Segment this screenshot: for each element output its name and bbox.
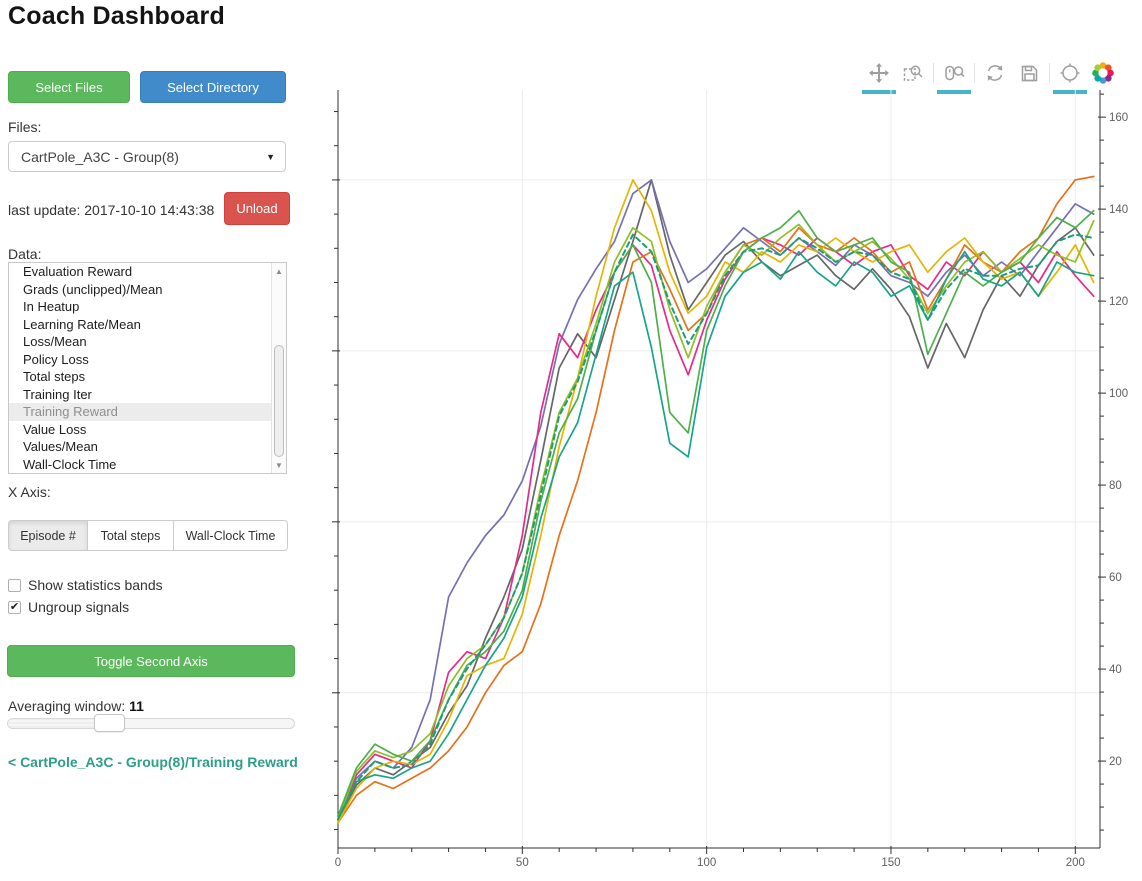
x-axis-label: X Axis: <box>8 484 51 500</box>
select-directory-button[interactable]: Select Directory <box>140 71 286 103</box>
listbox-scrollbar[interactable]: ▲ ▼ <box>271 263 286 473</box>
files-label: Files: <box>8 119 42 135</box>
scrollbar-thumb[interactable] <box>274 345 284 457</box>
training-reward-chart[interactable]: 0501001502005010015020020406080100120140… <box>330 88 1142 881</box>
series-line-worker-magenta <box>337 237 1095 821</box>
averaging-window-label: Averaging window: 11 <box>8 698 144 714</box>
scroll-down-icon[interactable]: ▼ <box>275 460 283 470</box>
files-dropdown[interactable]: CartPole_A3C - Group(8) ▼ <box>8 141 286 172</box>
save-icon[interactable] <box>1016 60 1042 86</box>
x-tick-label: 0 <box>335 857 341 869</box>
data-option[interactable]: Total steps <box>23 369 86 384</box>
unload-button[interactable]: Unload <box>224 192 290 225</box>
pan-icon[interactable] <box>862 60 896 94</box>
page-title: Coach Dashboard <box>8 2 225 30</box>
show-statistics-bands-checkbox-row[interactable]: Show statistics bands <box>8 577 163 593</box>
box-zoom-icon[interactable] <box>900 60 926 86</box>
y-right-tick-label: 40 <box>1109 664 1122 676</box>
y-right-tick-label: 120 <box>1109 296 1128 308</box>
data-option[interactable]: Wall-Clock Time <box>23 456 117 472</box>
wheel-zoom-icon[interactable] <box>937 60 971 94</box>
chart-toolbar <box>862 57 1115 94</box>
x-tick-label: 200 <box>1066 857 1085 869</box>
data-listbox[interactable]: Evaluation Reward Grads (unclipped)/Mean… <box>8 262 287 474</box>
series-line-worker-orange <box>337 175 1095 824</box>
x-axis-button-group: Episode # Total steps Wall-Clock Time <box>8 520 288 551</box>
data-label: Data: <box>8 246 42 262</box>
x-axis-option-total-steps[interactable]: Total steps <box>88 520 174 551</box>
data-option[interactable]: In Heatup <box>23 299 80 314</box>
last-update-text: last update: 2017-10-10 14:43:38 <box>8 202 215 218</box>
data-option[interactable]: Values/Mean <box>23 439 98 454</box>
chevron-down-icon: ▼ <box>266 151 275 162</box>
toolbar-separator <box>1049 63 1050 83</box>
ungroup-signals-checkbox-row[interactable]: ✔ Ungroup signals <box>8 599 129 615</box>
y-right-tick-label: 20 <box>1109 756 1122 768</box>
series-line-mean <box>337 233 1095 821</box>
toggle-second-axis-button[interactable]: Toggle Second Axis <box>7 645 295 677</box>
y-right-tick-label: 140 <box>1109 204 1128 216</box>
y-right-tick-label: 100 <box>1109 388 1128 400</box>
hover-icon[interactable] <box>1053 60 1087 94</box>
series-line-worker-gold <box>337 179 1095 824</box>
select-files-button[interactable]: Select Files <box>8 71 130 103</box>
data-option[interactable]: Grads (unclipped)/Mean <box>23 281 163 297</box>
x-axis-option-episode[interactable]: Episode # <box>8 520 88 551</box>
checkbox-icon[interactable] <box>8 578 21 592</box>
checkbox-label: Show statistics bands <box>28 577 163 593</box>
data-option[interactable]: Policy Loss <box>23 351 89 367</box>
x-tick-label: 50 <box>516 857 529 869</box>
checkbox-icon[interactable]: ✔ <box>8 600 21 614</box>
reset-icon[interactable] <box>982 60 1008 86</box>
series-line-worker-gray <box>337 179 1095 824</box>
series-line-worker-purple <box>337 179 1095 817</box>
checkbox-label: Ungroup signals <box>28 599 130 615</box>
y-right-tick-label: 160 <box>1109 112 1128 124</box>
series-line-worker-teal <box>337 250 1095 821</box>
scroll-up-icon[interactable]: ▲ <box>275 266 283 276</box>
data-option[interactable]: Loss/Mean <box>23 334 87 349</box>
averaging-window-slider[interactable] <box>7 714 295 732</box>
breadcrumb-link[interactable]: < CartPole_A3C - Group(8)/Training Rewar… <box>8 754 298 770</box>
y-right-tick-label: 60 <box>1109 572 1122 584</box>
data-option[interactable]: Training Reward <box>9 403 286 421</box>
x-tick-label: 150 <box>881 857 900 869</box>
slider-handle[interactable] <box>94 714 125 732</box>
x-axis-option-wall-clock[interactable]: Wall-Clock Time <box>174 520 288 551</box>
toolbar-separator <box>974 63 975 83</box>
files-dropdown-value: CartPole_A3C - Group(8) <box>21 148 179 165</box>
toolbar-separator <box>933 63 934 83</box>
series-line-worker-yellowgreen <box>337 220 1095 821</box>
data-option[interactable]: Evaluation Reward <box>23 264 133 279</box>
data-option[interactable]: Training Iter <box>23 386 92 402</box>
bokeh-logo[interactable] <box>1091 61 1115 85</box>
y-right-tick-label: 80 <box>1109 480 1122 492</box>
averaging-window-value: 11 <box>129 698 144 714</box>
averaging-window-text: Averaging window: <box>8 698 126 714</box>
data-option[interactable]: Learning Rate/Mean <box>23 316 141 332</box>
x-tick-label: 100 <box>697 857 716 869</box>
slider-fill <box>8 719 106 728</box>
series-line-worker-green <box>337 209 1095 817</box>
data-option[interactable]: Value Loss <box>23 421 87 437</box>
